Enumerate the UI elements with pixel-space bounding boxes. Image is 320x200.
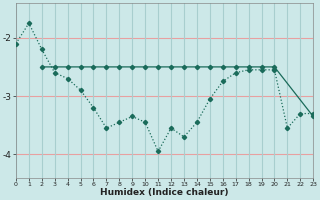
X-axis label: Humidex (Indice chaleur): Humidex (Indice chaleur) — [100, 188, 229, 197]
